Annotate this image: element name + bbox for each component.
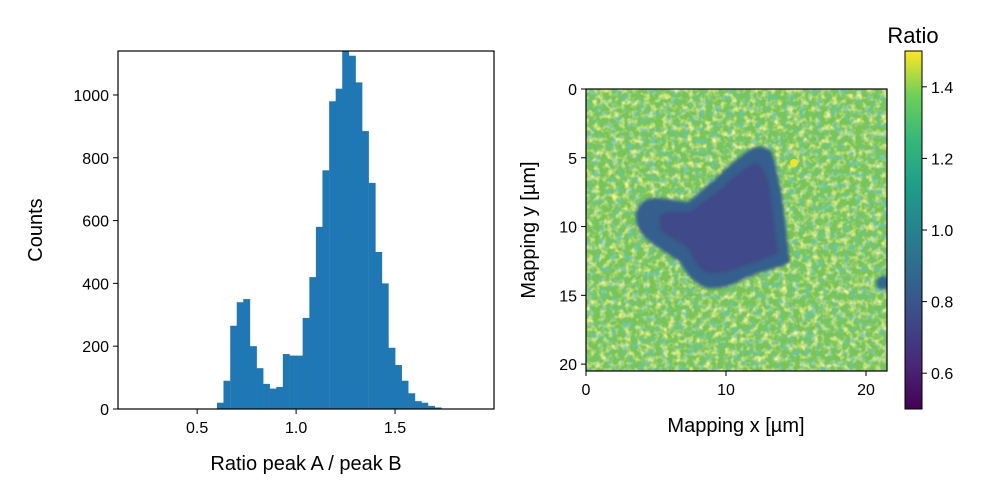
histogram-bar [296, 355, 303, 409]
histogram-bar [414, 401, 422, 409]
histogram-bar [282, 354, 290, 409]
histogram-bar [302, 317, 310, 409]
histogram-x-tick-label: 1.0 [285, 420, 307, 437]
colorbar-tick-label: 0.6 [931, 366, 953, 383]
histogram-bar [289, 355, 297, 409]
histogram-bar [216, 402, 224, 409]
histogram-bar [269, 388, 277, 409]
histogram-bar [388, 347, 396, 409]
histogram-y-tick-label: 1000 [73, 88, 109, 105]
histogram-bar [329, 101, 337, 409]
map-x-tick-label: 10 [717, 382, 735, 399]
histogram-bar [401, 380, 409, 409]
histogram-y-tick-label: 400 [82, 276, 109, 293]
map-y-tick-label: 10 [559, 220, 577, 237]
histogram-bar [408, 393, 416, 409]
histogram-bar [309, 277, 317, 409]
histogram-bar [335, 88, 343, 410]
histogram-y-tick-label: 600 [82, 214, 109, 231]
histogram-bar [421, 402, 429, 409]
map-y-label: Mapping y [µm] [518, 161, 540, 298]
histogram-frame [117, 50, 495, 410]
map-x-tick-label: 20 [857, 382, 875, 399]
colorbar-tick-label: 0.8 [931, 295, 953, 312]
map-y-ticks: 0 5 10 15 20 [559, 82, 586, 374]
histogram-x-label: Ratio peak A / peak B [210, 453, 401, 475]
histogram-bar [381, 283, 389, 409]
histogram-bar [434, 407, 442, 409]
histogram-bar [223, 380, 231, 409]
histogram-bar [236, 302, 244, 409]
colorbar-tick-label: 1.0 [931, 223, 953, 240]
histogram-bar [362, 131, 369, 409]
histogram-bar [276, 387, 284, 409]
colorbar-ticks: 0.6 0.8 1.0 1.2 1.4 [922, 80, 953, 383]
histogram-bar [263, 383, 270, 409]
histogram-x-tick-label: 0.5 [186, 420, 208, 437]
histogram-bar [348, 55, 356, 410]
histogram-y-tick-label: 0 [100, 402, 109, 419]
histogram-y-ticks: 0 200 400 600 800 1000 [73, 88, 118, 419]
map-y-tick-label: 0 [568, 82, 577, 99]
map-image [586, 89, 887, 371]
map-panel: 0 10 20 0 5 10 15 20 Mapping x [µm] Mapping y … [518, 82, 888, 437]
histogram-y-label: Counts [25, 198, 47, 261]
histogram-bar [342, 51, 350, 409]
map-y-tick-label: 20 [559, 357, 577, 374]
histogram-y-tick-label: 800 [82, 151, 109, 168]
colorbar-gradient [904, 50, 923, 410]
map-y-tick-label: 15 [559, 288, 577, 305]
histogram-bars [216, 51, 442, 410]
colorbar-tick-label: 1.4 [931, 80, 953, 97]
histogram-bar [315, 226, 323, 409]
histogram-bar [243, 299, 251, 409]
histogram-bar [250, 346, 257, 409]
map-x-label: Mapping x [µm] [667, 415, 804, 437]
map-frame [585, 88, 888, 372]
histogram-bar [256, 368, 264, 409]
histogram-bar [428, 405, 435, 409]
map-low-ratio-region [635, 146, 887, 290]
map-x-ticks: 0 10 20 [582, 371, 875, 399]
colorbar-title: Ratio [887, 23, 938, 48]
map-bright-spot [790, 159, 798, 167]
histogram-bar [322, 170, 330, 409]
histogram-bar [368, 182, 376, 409]
histogram-bar [355, 82, 363, 410]
histogram-bar [230, 325, 238, 409]
map-x-tick-label: 0 [582, 382, 591, 399]
colorbar: 0.6 0.8 1.0 1.2 1.4 Ratio [887, 23, 953, 410]
histogram-bar [375, 251, 383, 409]
histogram-x-ticks: 0.5 1.0 1.5 [186, 409, 406, 437]
histogram-panel: 0.5 1.0 1.5 0 200 400 600 800 1000 Ratio peak A… [25, 50, 495, 475]
map-y-tick-label: 5 [568, 151, 577, 168]
histogram-bar [395, 365, 402, 409]
histogram-y-tick-label: 200 [82, 339, 109, 356]
colorbar-tick-label: 1.2 [931, 151, 953, 168]
histogram-x-tick-label: 1.5 [384, 420, 406, 437]
